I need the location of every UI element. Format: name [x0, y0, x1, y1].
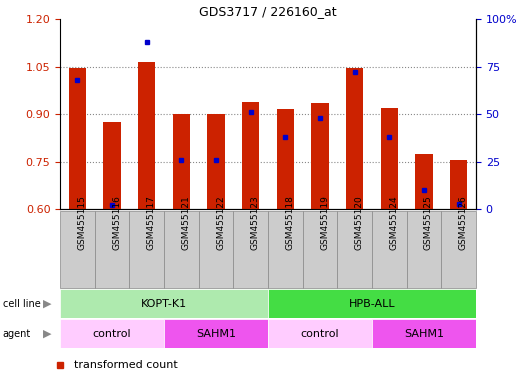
Text: control: control — [93, 328, 131, 339]
Text: GSM455126: GSM455126 — [459, 195, 468, 250]
Bar — [60, 289, 268, 318]
Bar — [138, 62, 155, 209]
Bar — [164, 319, 268, 348]
Bar — [441, 211, 476, 288]
Text: control: control — [301, 328, 339, 339]
Bar — [415, 154, 433, 209]
Bar — [164, 211, 199, 288]
Bar — [268, 289, 476, 318]
Bar — [268, 211, 303, 288]
Bar — [381, 108, 398, 209]
Text: GSM455122: GSM455122 — [216, 195, 225, 250]
Text: GSM455124: GSM455124 — [389, 195, 399, 250]
Bar — [95, 211, 129, 288]
Bar — [372, 211, 407, 288]
Text: transformed count: transformed count — [74, 360, 178, 370]
Text: cell line: cell line — [3, 298, 40, 309]
Bar — [303, 211, 337, 288]
Text: GSM455121: GSM455121 — [181, 195, 190, 250]
Text: GSM455115: GSM455115 — [77, 195, 86, 250]
Text: GSM455120: GSM455120 — [355, 195, 363, 250]
Text: agent: agent — [3, 328, 31, 339]
Bar — [60, 211, 95, 288]
Bar — [173, 114, 190, 209]
Bar — [233, 211, 268, 288]
Bar — [268, 319, 372, 348]
Text: SAHM1: SAHM1 — [196, 328, 236, 339]
Bar — [450, 160, 467, 209]
Bar — [346, 68, 363, 209]
Text: HPB-ALL: HPB-ALL — [349, 298, 395, 309]
Bar — [311, 103, 328, 209]
Text: ▶: ▶ — [43, 328, 51, 339]
Text: GSM455117: GSM455117 — [147, 195, 156, 250]
Bar — [372, 319, 476, 348]
Bar — [129, 211, 164, 288]
Bar — [104, 122, 121, 209]
Bar — [208, 114, 225, 209]
Text: ▶: ▶ — [43, 298, 51, 309]
Bar — [69, 68, 86, 209]
Bar — [242, 101, 259, 209]
Title: GDS3717 / 226160_at: GDS3717 / 226160_at — [199, 5, 337, 18]
Bar — [337, 211, 372, 288]
Bar — [60, 319, 164, 348]
Text: SAHM1: SAHM1 — [404, 328, 444, 339]
Text: GSM455125: GSM455125 — [424, 195, 433, 250]
Text: GSM455123: GSM455123 — [251, 195, 260, 250]
Bar — [277, 109, 294, 209]
Text: GSM455118: GSM455118 — [286, 195, 294, 250]
Bar — [407, 211, 441, 288]
Text: GSM455119: GSM455119 — [320, 195, 329, 250]
Bar — [199, 211, 233, 288]
Text: KOPT-K1: KOPT-K1 — [141, 298, 187, 309]
Text: GSM455116: GSM455116 — [112, 195, 121, 250]
